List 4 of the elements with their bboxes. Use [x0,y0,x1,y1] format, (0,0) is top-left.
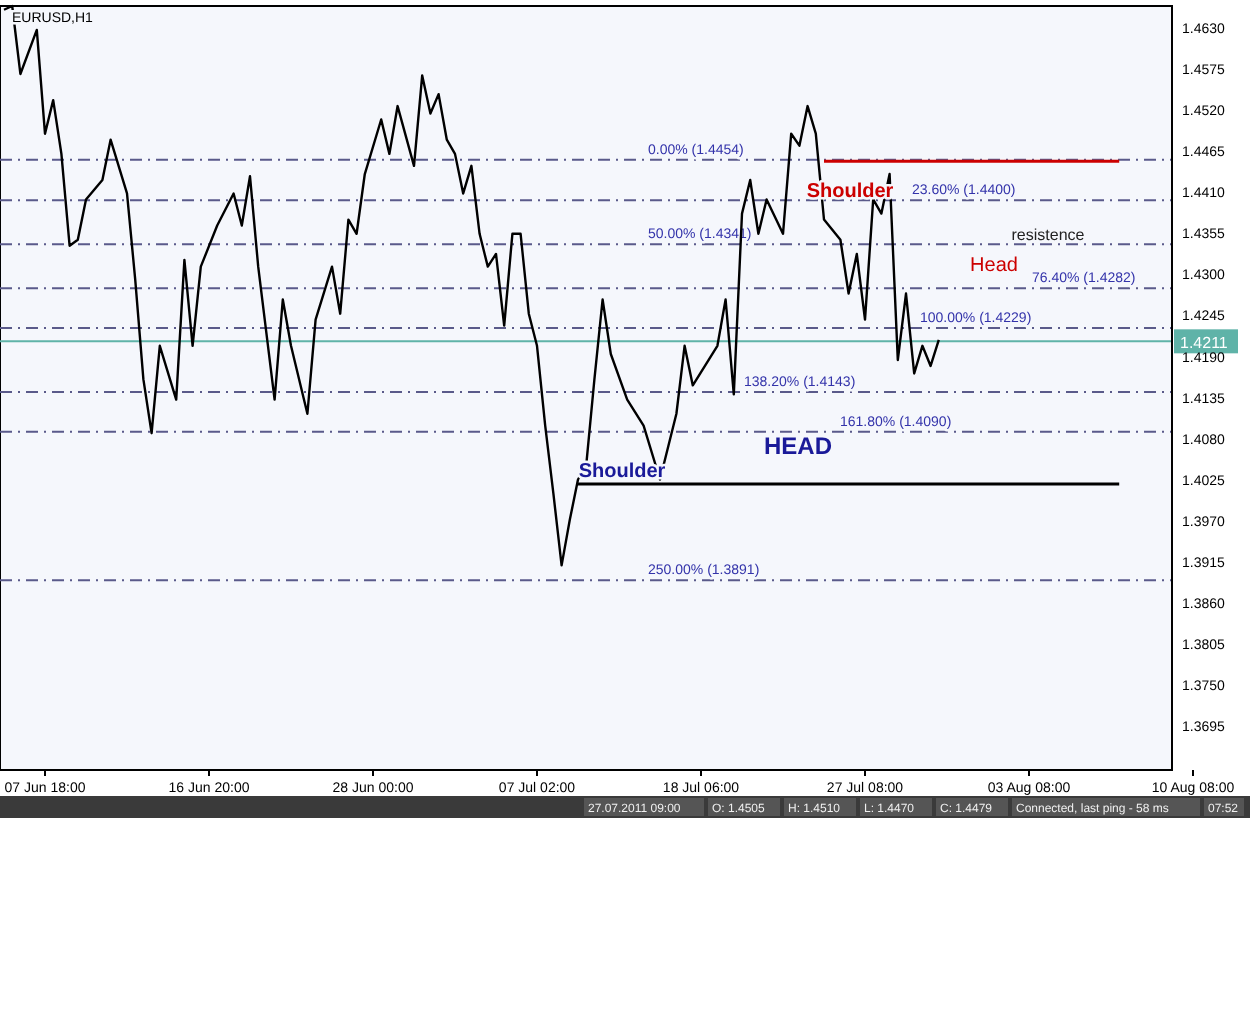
annotation: HEAD [763,432,833,461]
annotation: resistence [1011,226,1086,245]
ref-line-label: 1.4211 [1180,334,1229,353]
annotation: Head [970,255,1018,278]
